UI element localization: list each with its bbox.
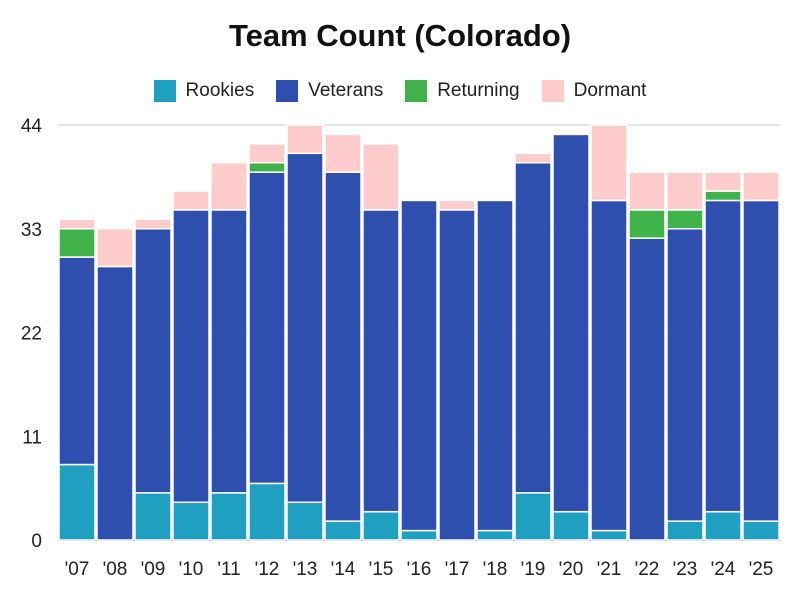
bar-rookies-14 [590, 529, 628, 541]
bar-returning-0 [58, 228, 96, 258]
bar-rookies-2 [134, 492, 172, 541]
bar-veterans-5 [248, 171, 286, 485]
y-tick-label: 22 [21, 324, 42, 345]
bar-dormant-10 [438, 199, 476, 211]
x-tick-label: '20 [559, 559, 584, 580]
bar-veterans-4 [210, 209, 248, 494]
legend-label: Veterans [308, 80, 384, 101]
bar-veterans-6 [286, 152, 324, 504]
bar-returning-17 [704, 190, 742, 202]
legend-label: Dormant [573, 80, 647, 101]
bar-rookies-0 [58, 463, 96, 541]
bar-dormant-16 [666, 171, 704, 211]
legend-label: Returning [437, 80, 520, 101]
bar-rookies-12 [514, 492, 552, 541]
bar-returning-15 [628, 209, 666, 239]
bar-dormant-7 [324, 133, 362, 173]
bar-veterans-11 [476, 199, 514, 532]
bar-veterans-9 [400, 199, 438, 532]
x-tick-label: '09 [141, 559, 166, 580]
legend-swatch [276, 80, 299, 102]
x-tick-label: '13 [293, 559, 318, 580]
bar-veterans-18 [742, 199, 780, 522]
bar-veterans-1 [96, 265, 134, 541]
bar-dormant-6 [286, 124, 324, 155]
bar-rookies-9 [400, 529, 438, 541]
x-tick-label: '08 [103, 559, 128, 580]
bar-veterans-3 [172, 209, 210, 504]
x-tick-label: '14 [331, 559, 356, 580]
bar-veterans-2 [134, 228, 172, 494]
bar-veterans-16 [666, 228, 704, 522]
x-tick-label: '15 [369, 559, 394, 580]
bar-veterans-8 [362, 209, 400, 513]
x-tick-label: '22 [635, 559, 660, 580]
bar-dormant-0 [58, 218, 96, 230]
bar-veterans-12 [514, 161, 552, 494]
bar-veterans-14 [590, 199, 628, 532]
bar-dormant-12 [514, 152, 552, 164]
bar-dormant-8 [362, 143, 400, 211]
bar-rookies-7 [324, 520, 362, 541]
legend-item-dormant: Dormant [541, 80, 647, 102]
y-tick-label: 33 [21, 220, 42, 241]
chart-title: Team Count (Colorado) [228, 18, 572, 53]
bar-rookies-18 [742, 520, 780, 541]
bar-rookies-8 [362, 510, 400, 541]
bar-returning-16 [666, 209, 704, 230]
bar-veterans-10 [438, 209, 476, 541]
bar-rookies-5 [248, 482, 286, 541]
y-tick-label: 0 [31, 531, 42, 552]
legend-swatch [541, 80, 564, 102]
x-tick-label: '25 [749, 559, 774, 580]
bar-rookies-3 [172, 501, 210, 541]
bar-rookies-13 [552, 510, 590, 541]
legend-item-returning: Returning [405, 80, 520, 102]
bar-veterans-15 [628, 237, 666, 541]
bar-dormant-14 [590, 124, 628, 202]
x-tick-label: '18 [483, 559, 508, 580]
legend-swatch [405, 80, 428, 102]
bar-dormant-1 [96, 228, 134, 268]
x-tick-label: '10 [179, 559, 204, 580]
bar-dormant-5 [248, 143, 286, 164]
bar-rookies-6 [286, 501, 324, 541]
bar-veterans-0 [58, 256, 96, 466]
bar-rookies-17 [704, 510, 742, 541]
x-tick-label: '16 [407, 559, 432, 580]
bar-dormant-4 [210, 161, 248, 211]
legend-label: Rookies [185, 80, 255, 101]
bar-returning-5 [248, 161, 286, 173]
bar-dormant-15 [628, 171, 666, 211]
x-tick-label: '12 [255, 559, 280, 580]
legend: Rookies Veterans Returning Dormant [0, 80, 800, 102]
bar-dormant-18 [742, 171, 780, 202]
bar-rookies-4 [210, 492, 248, 541]
x-tick-label: '17 [445, 559, 470, 580]
x-tick-label: '23 [673, 559, 698, 580]
bar-dormant-3 [172, 190, 210, 211]
x-tick-label: '21 [597, 559, 622, 580]
x-tick-label: '07 [65, 559, 90, 580]
bar-dormant-17 [704, 171, 742, 192]
bar-rookies-11 [476, 529, 514, 541]
legend-item-rookies: Rookies [153, 80, 255, 102]
bar-veterans-7 [324, 171, 362, 522]
bar-veterans-13 [552, 133, 590, 513]
y-tick-label: 11 [22, 427, 42, 448]
bar-dormant-2 [134, 218, 172, 230]
x-tick-label: '11 [217, 559, 240, 580]
legend-swatch [153, 80, 176, 102]
y-tick-label: 44 [21, 116, 43, 137]
bar-rookies-16 [666, 520, 704, 541]
x-tick-label: '19 [521, 559, 546, 580]
x-tick-label: '24 [711, 559, 736, 580]
legend-item-veterans: Veterans [276, 80, 383, 102]
bar-veterans-17 [704, 199, 742, 513]
